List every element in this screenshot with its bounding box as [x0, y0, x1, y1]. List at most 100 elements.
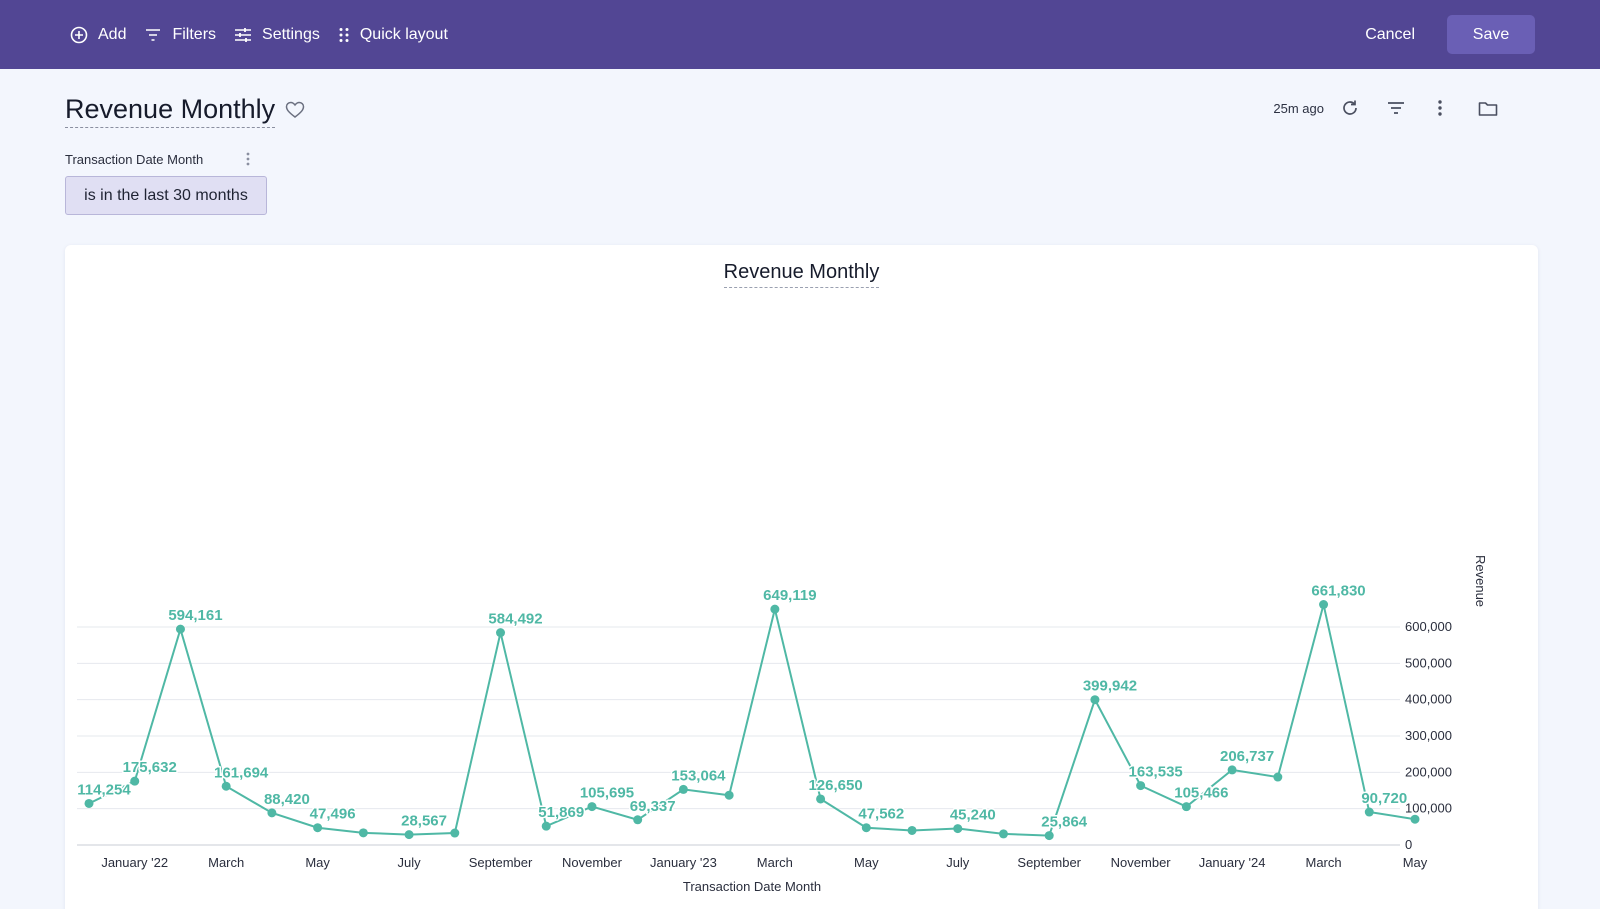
data-point — [1227, 765, 1237, 775]
data-point — [1273, 772, 1283, 782]
data-label: 114,254 — [77, 781, 131, 798]
y-tick-label: 100,000 — [1405, 801, 1452, 816]
card-header-actions: 25m ago — [1273, 96, 1500, 120]
x-tick-label: May — [1403, 855, 1428, 870]
data-point — [541, 821, 551, 831]
y-tick-label: 200,000 — [1405, 764, 1452, 779]
x-axis-title: Transaction Date Month — [683, 879, 821, 894]
data-point — [1364, 807, 1374, 817]
data-label: 399,942 — [1083, 678, 1137, 695]
filter-value-pill[interactable]: is in the last 30 months — [65, 176, 267, 215]
data-point — [450, 828, 460, 838]
data-point — [998, 829, 1008, 839]
filter-icon[interactable] — [1384, 96, 1408, 120]
cancel-button[interactable]: Cancel — [1365, 25, 1415, 43]
data-point — [770, 604, 780, 614]
data-label: 45,240 — [950, 807, 996, 824]
data-label: 161,694 — [214, 764, 269, 781]
save-button[interactable]: Save — [1447, 15, 1535, 54]
data-label: 649,119 — [763, 587, 816, 604]
data-point — [907, 825, 917, 835]
data-label: 51,869 — [538, 804, 584, 821]
data-label: 594,161 — [168, 607, 222, 624]
x-tick-label: November — [1111, 855, 1172, 870]
data-point — [221, 781, 231, 791]
data-point — [587, 802, 597, 812]
data-label: 28,567 — [401, 813, 447, 830]
data-point — [678, 784, 688, 794]
sliders-icon — [235, 27, 252, 42]
filters-button[interactable]: Filters — [144, 26, 216, 44]
x-tick-label: November — [562, 855, 623, 870]
data-label: 206,737 — [1220, 748, 1274, 765]
x-tick-label: May — [305, 855, 330, 870]
data-label: 126,650 — [808, 777, 862, 794]
x-tick-label: September — [469, 855, 533, 870]
line-chart: 0 100,000 200,000 300,000 400,000 500,000 600,… — [76, 555, 1488, 894]
x-tick-label: July — [946, 855, 970, 870]
data-point — [496, 628, 506, 638]
data-label: 584,492 — [488, 611, 542, 628]
x-tick-label: March — [757, 855, 793, 870]
data-point — [1410, 814, 1420, 824]
y-tick-label: 500,000 — [1405, 655, 1452, 670]
drag-grip-icon — [339, 27, 349, 42]
data-point — [1181, 802, 1191, 812]
settings-label: Settings — [262, 25, 320, 43]
x-tick-label: January '22 — [101, 855, 168, 870]
data-label: 163,535 — [1129, 764, 1183, 781]
data-point — [313, 823, 323, 833]
data-point — [404, 830, 414, 840]
chart-title-wrap: Revenue Monthly — [65, 261, 1538, 288]
data-point — [633, 815, 643, 825]
quick-layout-label: Quick layout — [359, 25, 448, 43]
data-label: 661,830 — [1311, 583, 1365, 600]
settings-button[interactable]: Settings — [234, 26, 320, 44]
refresh-icon[interactable] — [1338, 96, 1362, 120]
data-point — [953, 824, 963, 834]
data-point — [1136, 781, 1146, 791]
page-title[interactable]: Revenue Monthly — [65, 94, 276, 128]
plus-circle-icon — [70, 26, 88, 43]
data-label: 105,466 — [1174, 785, 1228, 802]
filter-icon — [146, 28, 161, 41]
data-point — [175, 624, 185, 634]
y-tick-label: 0 — [1405, 837, 1412, 852]
x-tick-label: January '23 — [650, 855, 717, 870]
x-tick-label: March — [208, 855, 244, 870]
data-point — [1090, 695, 1100, 705]
x-tick-label: May — [854, 855, 879, 870]
series-line — [88, 604, 1416, 837]
x-tick-label: March — [1305, 855, 1341, 870]
data-point — [724, 790, 734, 800]
add-button[interactable]: Add — [70, 26, 126, 44]
data-point — [1044, 831, 1054, 841]
data-label: 153,064 — [671, 767, 726, 784]
x-tick-label: January '24 — [1199, 855, 1266, 870]
filters-label: Filters — [172, 25, 217, 43]
data-point — [358, 828, 368, 838]
data-label: 25,864 — [1041, 814, 1088, 831]
y-axis-title: Revenue — [1473, 555, 1488, 607]
more-vertical-icon[interactable] — [1428, 96, 1452, 120]
y-tick-label: 600,000 — [1405, 619, 1452, 634]
data-label: 47,496 — [310, 806, 356, 823]
data-point — [816, 794, 826, 804]
add-label: Add — [98, 25, 127, 43]
data-label: 69,337 — [630, 798, 676, 815]
data-label: 47,562 — [858, 806, 904, 823]
chart-card: Revenue Monthly 0 100,000 200,000 300,000 40… — [65, 245, 1538, 909]
top-toolbar: Add Filters Settings Quick layout Cancel… — [0, 0, 1600, 69]
y-tick-label: 400,000 — [1405, 692, 1452, 707]
filter-field-label: Transaction Date Month — [65, 152, 204, 167]
last-updated: 25m ago — [1273, 100, 1324, 116]
x-tick-label: September — [1017, 855, 1081, 870]
data-point — [1319, 600, 1329, 610]
quick-layout-button[interactable]: Quick layout — [338, 26, 448, 44]
data-label: 88,420 — [264, 791, 310, 808]
heart-icon[interactable] — [285, 101, 305, 119]
folder-icon[interactable] — [1476, 96, 1500, 120]
chart-title[interactable]: Revenue Monthly — [723, 261, 880, 288]
data-point — [267, 808, 277, 818]
filter-options-icon[interactable] — [245, 151, 251, 167]
